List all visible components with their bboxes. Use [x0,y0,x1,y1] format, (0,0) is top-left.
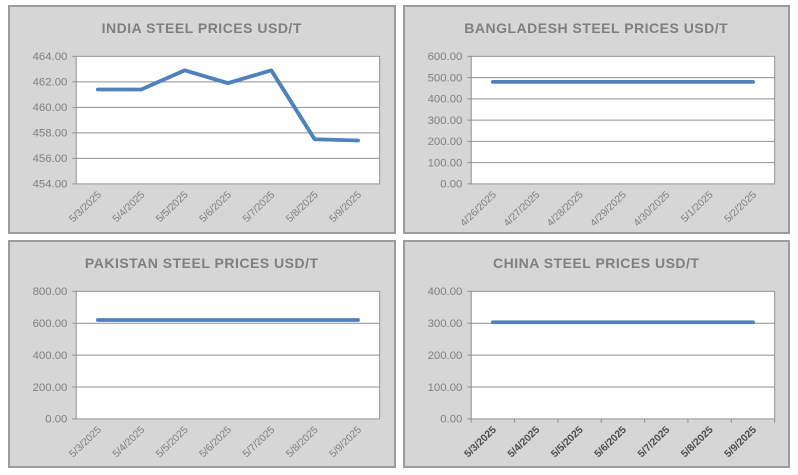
x-axis-label: 5/3/2025 [68,424,105,459]
y-axis-label: 460.00 [33,102,68,114]
x-axis-label: 5/1/2025 [679,190,716,225]
chart-pakistan: 0.00 200.00 400.00 600.00 800.00 5/3/2025 5/4/… [33,286,381,459]
y-axis-label: 200.00 [427,136,462,148]
series-line [95,68,360,143]
chart-panel-india[interactable]: INDIA STEEL PRICES USD/T 454.00 456.00 458… [8,5,396,234]
y-axis-label: 100.00 [427,381,462,393]
chart-title-pakistan: PAKISTAN STEEL PRICES USD/T [84,254,319,271]
y-axis-label: 600.00 [427,51,462,63]
chart-panel-bangladesh[interactable]: BANGLADESH STEEL PRICES USD/T 0.00 100.00… [402,5,790,234]
x-axis-label: 5/9/2025 [328,424,365,459]
x-axis-label: 4/29/2025 [588,190,629,229]
y-axis-label: 456.00 [33,153,68,165]
x-axis-label: 4/27/2025 [501,190,542,229]
x-axis-label: 5/8/2025 [284,424,321,459]
x-axis-label: 5/5/2025 [549,424,586,459]
chart-bangladesh: 0.00 100.00 200.00 300.00 400.00 500.00 600.00… [427,51,775,229]
y-axis-label: 300.00 [427,318,462,330]
x-axis-label: 5/6/2025 [198,190,235,225]
x-axis-label: 5/6/2025 [198,424,235,459]
x-axis-label: 5/9/2025 [328,190,365,225]
x-axis-label: 5/7/2025 [635,424,672,459]
y-axis-label: 464.00 [33,51,68,63]
x-axis-label: 5/5/2025 [154,424,191,459]
plot-area [75,55,381,185]
x-axis-label: 4/26/2025 [458,190,499,229]
y-axis-label: 0.00 [440,179,462,191]
y-axis-label: 800.00 [33,286,68,298]
x-axis-label: 5/4/2025 [111,424,148,459]
y-axis-label: 454.00 [33,179,68,191]
y-axis-label: 458.00 [33,128,68,140]
chart-title-bangladesh: BANGLADESH STEEL PRICES USD/T [464,20,729,36]
y-axis-label: 400.00 [33,350,68,362]
x-axis-label: 4/28/2025 [545,190,586,229]
y-axis-label: 0.00 [440,413,462,425]
x-axis-label: 5/7/2025 [241,190,278,225]
chart-panel-china[interactable]: CHINA STEEL PRICES USD/T 0.00 100.00 200.0… [402,239,790,468]
chart-panel-pakistan[interactable]: PAKISTAN STEEL PRICES USD/T 0.00 200.00 40… [8,239,396,468]
y-axis-label: 600.00 [33,318,68,330]
x-axis-label: 5/5/2025 [154,190,191,225]
x-axis-label: 5/9/2025 [722,424,759,459]
x-axis-label: 5/4/2025 [505,424,542,459]
x-axis-label: 5/4/2025 [111,190,148,225]
y-axis-label: 200.00 [33,381,68,393]
x-axis-label: 5/8/2025 [284,190,321,225]
y-axis-label: 462.00 [33,77,68,89]
y-axis-label: 400.00 [427,94,462,106]
y-axis-label: 500.00 [427,73,462,85]
chart-india: 454.00 456.00 458.00 460.00 462.00 464.00 5/3/… [33,51,381,225]
x-axis-label: 5/8/2025 [679,424,716,459]
x-axis-label: 5/2/2025 [722,190,759,225]
y-axis-label: 400.00 [427,286,462,298]
x-axis-label: 5/7/2025 [241,424,278,459]
y-axis-label: 100.00 [427,158,462,170]
x-axis-label: 5/3/2025 [462,424,499,459]
chart-china: 0.00 100.00 200.00 300.00 400.00 5/3/2025 5/4/… [427,286,775,459]
chart-title-india: INDIA STEEL PRICES USD/T [101,20,302,36]
y-axis-label: 300.00 [427,115,462,127]
y-axis-label: 200.00 [427,350,462,362]
y-axis-label: 0.00 [45,413,67,425]
x-axis-label: 4/30/2025 [631,190,672,229]
x-axis-label: 5/3/2025 [68,190,105,225]
chart-title-china: CHINA STEEL PRICES USD/T [493,254,700,271]
x-axis-label: 5/6/2025 [592,424,629,459]
